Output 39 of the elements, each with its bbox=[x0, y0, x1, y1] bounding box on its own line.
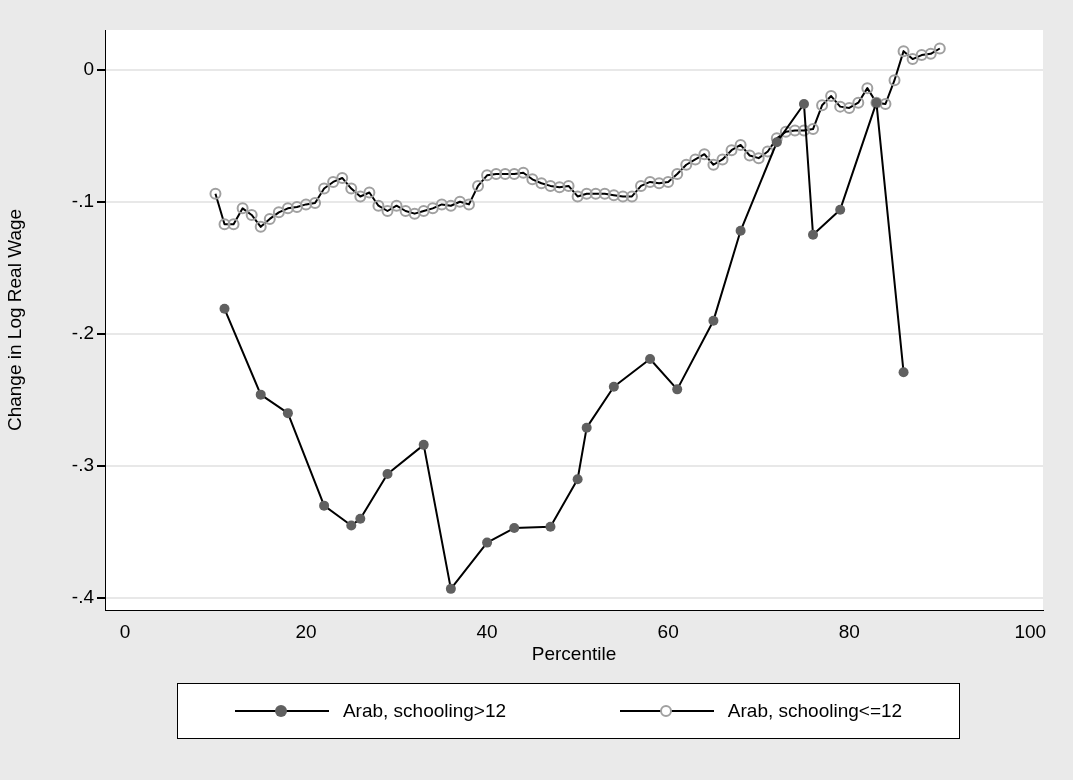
x-tick-label: 60 bbox=[657, 620, 679, 642]
point bbox=[346, 520, 357, 531]
x-tick-label: 20 bbox=[295, 620, 317, 642]
point bbox=[672, 384, 683, 395]
x-tick-label: 80 bbox=[838, 620, 860, 642]
point bbox=[808, 229, 819, 240]
point bbox=[898, 367, 909, 378]
y-tick-label: -.4 bbox=[71, 586, 95, 608]
legend-label: Arab, schooling>12 bbox=[342, 700, 507, 722]
point bbox=[219, 303, 230, 314]
x-tick-label: 40 bbox=[476, 620, 498, 642]
point bbox=[355, 513, 366, 524]
point bbox=[735, 225, 746, 236]
y-tick-label: -.3 bbox=[71, 454, 94, 476]
point bbox=[835, 204, 846, 215]
x-tick-label: 0 bbox=[119, 620, 131, 642]
x-axis-title: Percentile bbox=[531, 642, 617, 664]
point bbox=[572, 474, 583, 485]
x-tick-label: 100 bbox=[1014, 620, 1047, 642]
point bbox=[581, 422, 592, 433]
point bbox=[608, 381, 619, 392]
point bbox=[708, 315, 719, 326]
point bbox=[545, 521, 556, 532]
point bbox=[645, 353, 656, 364]
point bbox=[482, 537, 493, 548]
y-tick-label: 0 bbox=[83, 57, 94, 79]
point bbox=[282, 408, 293, 419]
legend-label: Arab, schooling<=12 bbox=[727, 700, 903, 722]
point bbox=[418, 439, 429, 450]
y-tick-label: -.2 bbox=[71, 322, 94, 344]
y-tick-label: -.1 bbox=[71, 189, 94, 211]
point bbox=[445, 583, 456, 594]
point bbox=[509, 523, 520, 534]
point bbox=[319, 500, 330, 511]
point bbox=[771, 137, 782, 148]
y-axis-title: Change in Log Real Wage bbox=[3, 208, 25, 432]
point bbox=[798, 98, 809, 109]
point bbox=[382, 468, 393, 479]
point bbox=[255, 389, 266, 400]
